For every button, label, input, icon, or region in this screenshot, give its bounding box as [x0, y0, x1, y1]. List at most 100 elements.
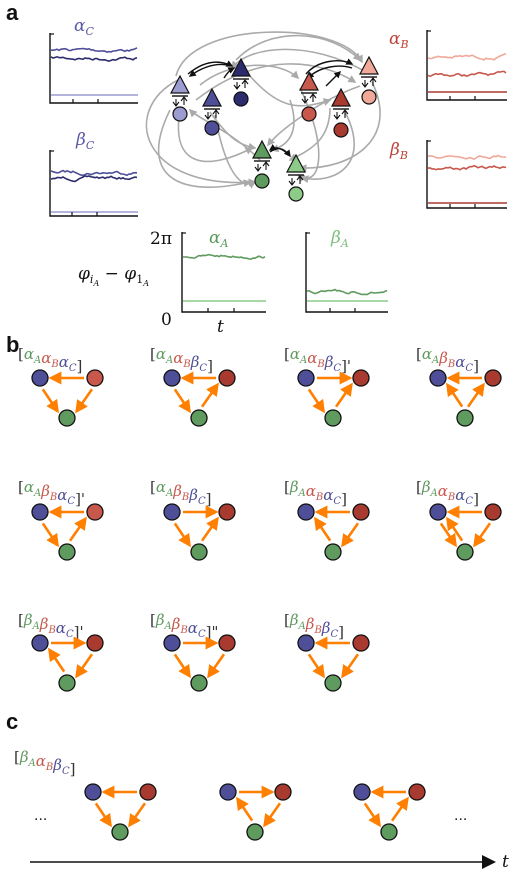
black-edge-b6 [325, 71, 341, 87]
title-alpha-c: αC [74, 16, 94, 38]
plot-beta-c-trace-1 [50, 175, 138, 183]
ellipsis-right: ... [454, 807, 467, 824]
motif-1-node-b [86, 369, 104, 387]
neuron-b1-soma [299, 71, 319, 91]
sequence-motif-1-node-c [84, 783, 102, 801]
plot-beta-b-trace-2 [427, 164, 507, 171]
grey-edge-4 [231, 48, 367, 73]
grey-edge-11 [145, 79, 257, 187]
neuron-b3-soma [359, 55, 379, 75]
sequence-motif-3-arrow-c-to-a [363, 802, 381, 828]
motif-10-node-b [218, 634, 236, 652]
grey-edge-15 [300, 111, 355, 184]
sequence-motif-2-arrow-a-to-c [236, 796, 254, 822]
motif-5-node-b [86, 503, 104, 521]
motif-1 [31, 369, 104, 427]
sequence-motif-1-node-b [139, 783, 157, 801]
plot-beta-c-axes [49, 150, 138, 217]
motif-10-node-c [163, 634, 181, 652]
motif-7 [297, 503, 370, 561]
motif-11-arrow-b-to-a [341, 653, 360, 679]
network-black-edges [187, 58, 354, 158]
motif-4-node-a [456, 409, 474, 427]
sequence-motif-1-node-a [111, 823, 129, 841]
panel-label-c: c [6, 709, 18, 734]
motif-label-5: [αAβBαC]' [18, 478, 85, 508]
title-alpha-a: αA [209, 228, 228, 250]
neuron-c1-soma [170, 74, 190, 94]
motif-1-arrow-b-to-a [75, 388, 94, 414]
motif-grid: [αAαBαC] [αAαBβC] [αAαBβC]' [αAβBαC] [αAβBαC… [18, 345, 502, 692]
neuron-c3 [231, 57, 251, 107]
neuron-b2-soma [331, 87, 351, 107]
motif-4-arrow-a-to-b [466, 382, 485, 408]
phase-trace-plots [49, 30, 507, 313]
motif-4-node-b [484, 369, 502, 387]
sequence-label: [βAαBβC] [14, 748, 75, 778]
black-edge-b2 [188, 63, 233, 77]
motif-5-arrow-c-to-a [41, 522, 59, 548]
y-axis-bottom-label: 0 [161, 310, 172, 330]
motif-10-arrow-b-to-a [207, 653, 226, 679]
motif-label-1: [αAαBαC] [18, 345, 82, 375]
motif-label-4: [αAβBαC] [416, 345, 479, 375]
sequence-motif-2-node-c [219, 783, 237, 801]
motif-6 [163, 503, 236, 561]
neuron-c3-oscillator [233, 91, 249, 107]
motif-3-node-a [324, 409, 342, 427]
y-axis-top-label: 2π [150, 229, 172, 249]
time-label-c: t [502, 852, 509, 872]
motif-3-node-c [297, 369, 315, 387]
neuron-a2 [286, 153, 306, 202]
neuron-b1-synapse-arrows [301, 93, 317, 104]
sequence-motif-2-node-b [274, 783, 292, 801]
neuron-a2-soma [286, 153, 306, 173]
motif-9-arrow-b-to-a [75, 653, 94, 679]
neuron-c2-oscillator [204, 120, 220, 136]
motif-3-arrow-c-to-a [307, 388, 325, 414]
motif-9-arrow-a-to-c [48, 647, 66, 673]
motif-11-arrow-c-to-a [307, 653, 325, 679]
motif-6-arrow-c-to-a [173, 522, 191, 548]
grey-edge-10 [157, 109, 252, 188]
plot-alpha-b-trace-2 [427, 70, 507, 78]
motif-11 [297, 634, 370, 692]
neuron-a1-soma [252, 139, 272, 159]
motif-4 [429, 369, 502, 427]
network-diagram [145, 31, 381, 202]
motif-8-arrow-c-to-a [439, 522, 457, 548]
motif-11-node-a [324, 674, 342, 692]
sequence-motif-1-arrow-c-to-a [94, 802, 112, 828]
motif-5-node-c [31, 503, 49, 521]
motif-4-arrow-a-to-c [446, 382, 464, 408]
motif-8-arrow-a-to-c [446, 516, 464, 542]
motif-7-arrow-a-to-c [314, 516, 332, 542]
neuron-c2 [202, 87, 222, 136]
motif-1-node-c [31, 369, 49, 387]
black-edge-b8 [268, 143, 291, 157]
motif-label-10: [βAβBαC]" [150, 611, 218, 641]
motif-2-node-c [163, 369, 181, 387]
motif-8-arrow-b-to-a [473, 522, 492, 548]
black-edge-b3 [223, 67, 236, 79]
motif-8-node-c [429, 503, 447, 521]
title-alpha-b: αB [389, 29, 409, 51]
plot-beta-b-axes [426, 140, 507, 209]
black-edge-b5 [307, 65, 353, 79]
motif-label-11: [βAβBβC] [284, 611, 344, 641]
neuron-a1 [252, 139, 272, 189]
motif-8-node-b [484, 503, 502, 521]
sequence-motif-2-node-a [246, 823, 264, 841]
panel-label-b: b [6, 332, 19, 357]
motif-label-8: [βAαBαC] [416, 478, 479, 508]
sequence-motif-3 [353, 783, 426, 841]
motif-6-node-c [163, 503, 181, 521]
neuron-b3 [359, 55, 379, 105]
motif-9-node-b [86, 634, 104, 652]
neuron-a2-oscillator [288, 186, 304, 202]
neuron-b2-synapse-arrows [333, 109, 349, 120]
plot-beta-a-trace-1 [306, 288, 388, 296]
neuron-a1-oscillator [254, 173, 270, 189]
motif-label-7: [βAαBαC] [284, 478, 347, 508]
